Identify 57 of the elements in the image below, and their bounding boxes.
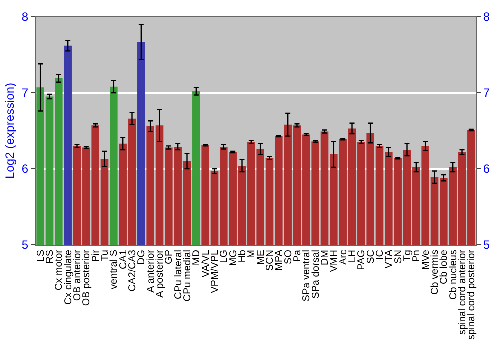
x-tick-label: SPa ventral [302, 250, 313, 302]
x-tick-label: LH [348, 250, 358, 263]
x-tick-label: VA/VL [200, 250, 212, 278]
x-tick-label: CA1 [118, 250, 130, 270]
x-tick-label: A posterior [155, 249, 166, 298]
x-tick-label: GP [164, 250, 176, 264]
x-tick-label: CPu lateral [173, 250, 184, 300]
x-tick-label: DM [320, 250, 331, 266]
x-tick-label: LS [36, 250, 47, 262]
x-tick-label: DG [136, 250, 148, 265]
y-tick-label: 5 [22, 238, 29, 252]
x-tick-label: Pa [292, 250, 304, 262]
y2-tick-label: 6 [483, 162, 490, 176]
x-tick-label: RS [45, 250, 56, 264]
x-tick-label: ME [256, 250, 267, 265]
x-tick-label: ventral S [109, 250, 120, 290]
x-tick-label: Tg [402, 250, 414, 262]
x-tick-label: VMH [329, 250, 340, 272]
x-tick-label: IC [375, 250, 386, 260]
y-tick-label: 7 [22, 86, 29, 100]
y-tick-label: 8 [22, 10, 29, 24]
x-tick-label: Cb lobe [439, 250, 450, 284]
x-tick-label: VPM/VPL [210, 250, 221, 294]
x-tick-label: spinal cord anterior [458, 249, 468, 336]
y2-tick-label: 7 [483, 86, 490, 100]
x-tick-label: SPa dorsal [310, 250, 322, 299]
x-tick-label: VTA [384, 250, 396, 269]
y-tick-label: 6 [22, 162, 29, 176]
x-tick-label: OB posterior [82, 249, 93, 306]
x-tick-label: SCN [265, 250, 276, 272]
x-tick-label: OB anterior [72, 249, 84, 302]
x-tick-label: spinal cord posterior [466, 249, 478, 340]
x-tick-label: MG [228, 250, 240, 266]
x-tick-label: Cx cingulate [63, 250, 74, 306]
x-tick-label: Pir [90, 249, 102, 262]
x-tick-label: Pn [412, 250, 423, 262]
x-tick-label: M [246, 250, 258, 258]
x-tick-label: A anterior [146, 249, 157, 293]
x-tick-label: Hb [238, 250, 248, 263]
x-tick-label: MPA [274, 250, 286, 271]
x-tick-label: MVe [420, 250, 432, 270]
x-tick-label: LG [219, 250, 230, 264]
x-tick-label: PAG [356, 250, 368, 270]
x-tick-label: Tu [100, 250, 111, 262]
y-axis-title: Log2 (expression) [3, 82, 18, 180]
x-tick-label: SC [366, 250, 377, 264]
x-tick-label: SO [283, 250, 294, 264]
x-tick-label: SN [393, 250, 404, 264]
y2-tick-label: 5 [483, 238, 490, 252]
x-tick-label: MD [192, 250, 203, 266]
x-tick-label: Cb vermis [430, 250, 441, 296]
y2-tick-label: 8 [483, 10, 490, 24]
x-tick-label: Arc [338, 250, 350, 265]
x-tick-label: Cx motor [54, 249, 66, 291]
x-tick-label: CPu medial [182, 250, 194, 302]
x-tick-label: Cb nucleus [448, 250, 460, 300]
x-tick-label: CA2/CA3 [128, 250, 138, 292]
